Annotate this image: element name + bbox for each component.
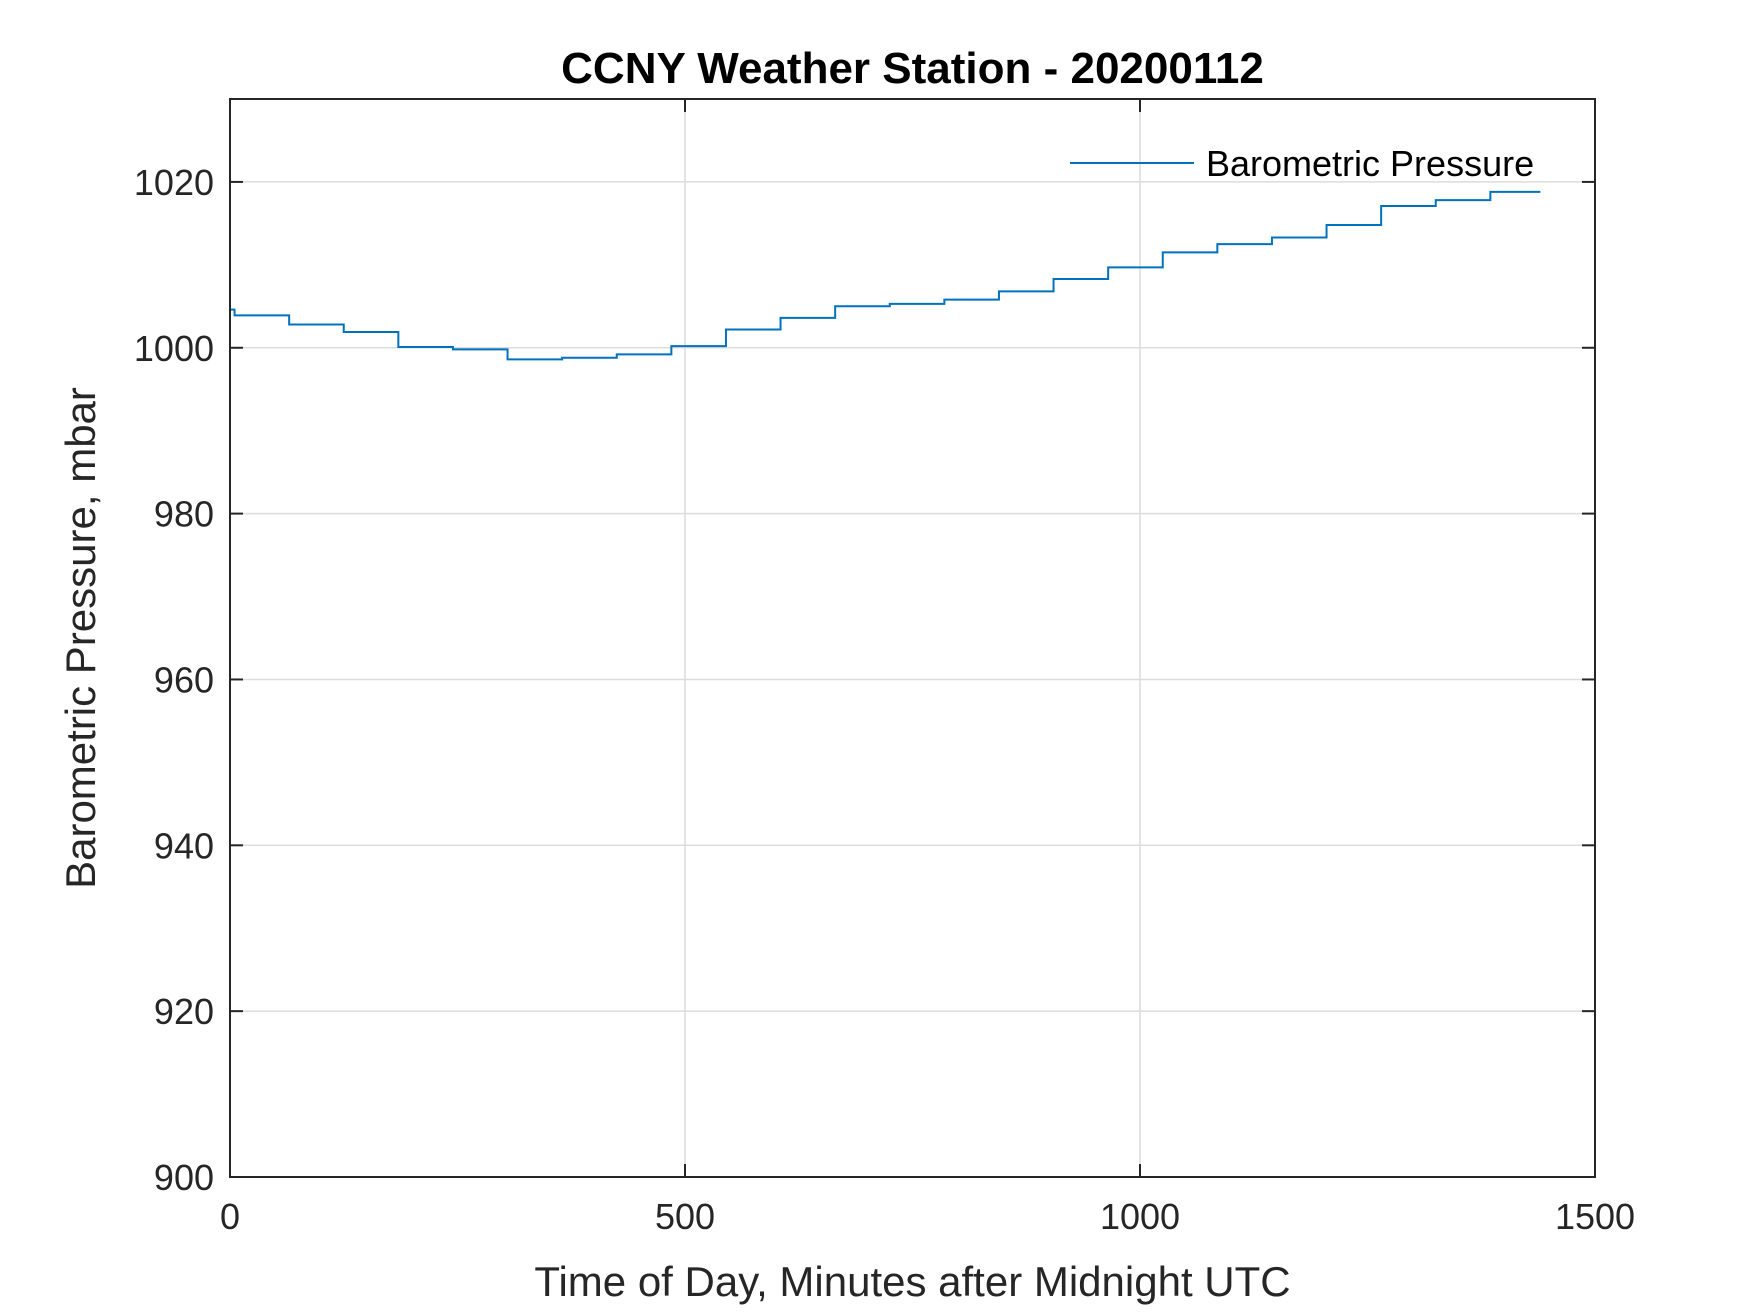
- y-tick-label: 940: [154, 825, 214, 866]
- legend: Barometric Pressure: [1070, 143, 1534, 184]
- y-tick-label: 960: [154, 659, 214, 700]
- x-tick-label: 1000: [1100, 1196, 1180, 1237]
- plot-area-frame: [229, 98, 1596, 1178]
- tick-labels: 0 500 1000 1500 900 920 940 960 980 1000 1020: [134, 162, 1635, 1237]
- y-tick-label: 900: [154, 1157, 214, 1198]
- y-tick-label: 1020: [134, 162, 214, 203]
- x-axis-label: Time of Day, Minutes after Midnight UTC: [534, 1258, 1290, 1305]
- series-layer: [230, 190, 1541, 361]
- x-tick-label: 500: [655, 1196, 715, 1237]
- chart-title: CCNY Weather Station - 20200112: [561, 44, 1264, 93]
- series-line-barometric-pressure: [230, 190, 1541, 361]
- x-tick-label: 1500: [1555, 1196, 1635, 1237]
- y-tick-label: 920: [154, 991, 214, 1032]
- y-tick-label: 980: [154, 494, 214, 535]
- grid-lines: [230, 99, 1595, 1177]
- y-axis-label: Barometric Pressure, mbar: [57, 387, 104, 889]
- tick-marks: [229, 99, 1596, 1178]
- x-tick-label: 0: [220, 1196, 240, 1237]
- y-tick-label: 1000: [134, 328, 214, 369]
- legend-label: Barometric Pressure: [1206, 143, 1534, 184]
